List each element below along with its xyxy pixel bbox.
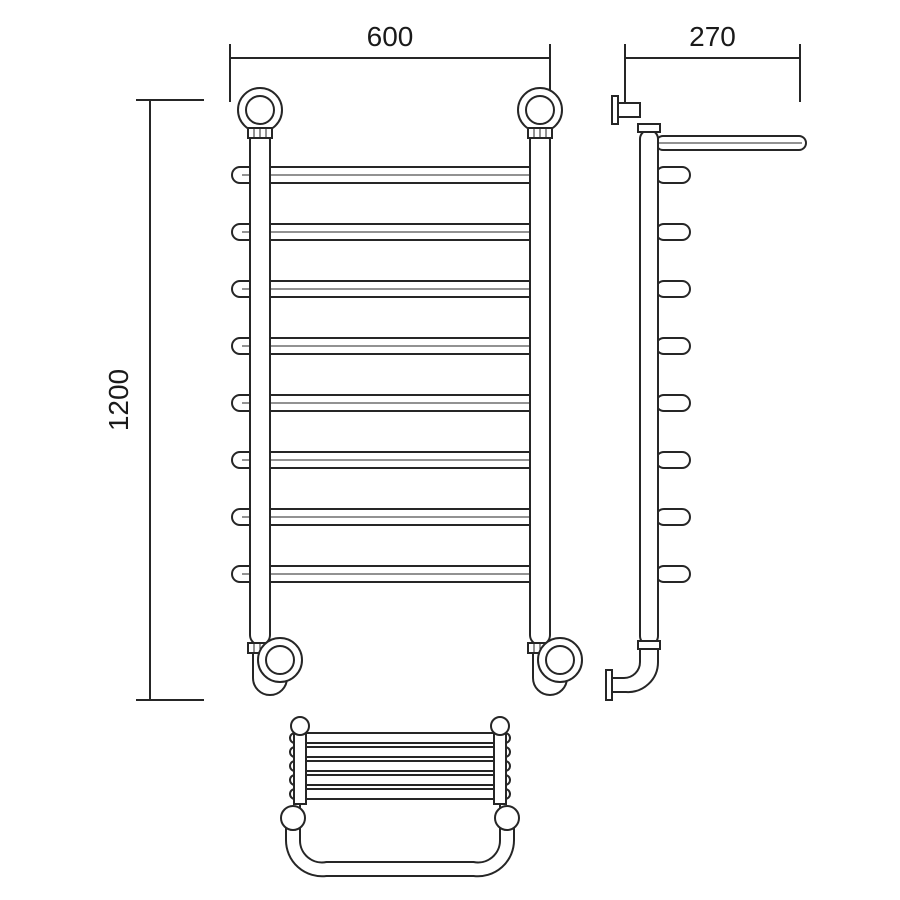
dim-width-label: 600 bbox=[367, 21, 414, 52]
dim-height-label: 1200 bbox=[103, 369, 134, 431]
dim-depth-label: 270 bbox=[689, 21, 736, 52]
front-view bbox=[232, 88, 582, 695]
technical-drawing: 600 270 1200 bbox=[0, 0, 900, 900]
top-view bbox=[281, 717, 519, 876]
side-view bbox=[606, 96, 806, 700]
